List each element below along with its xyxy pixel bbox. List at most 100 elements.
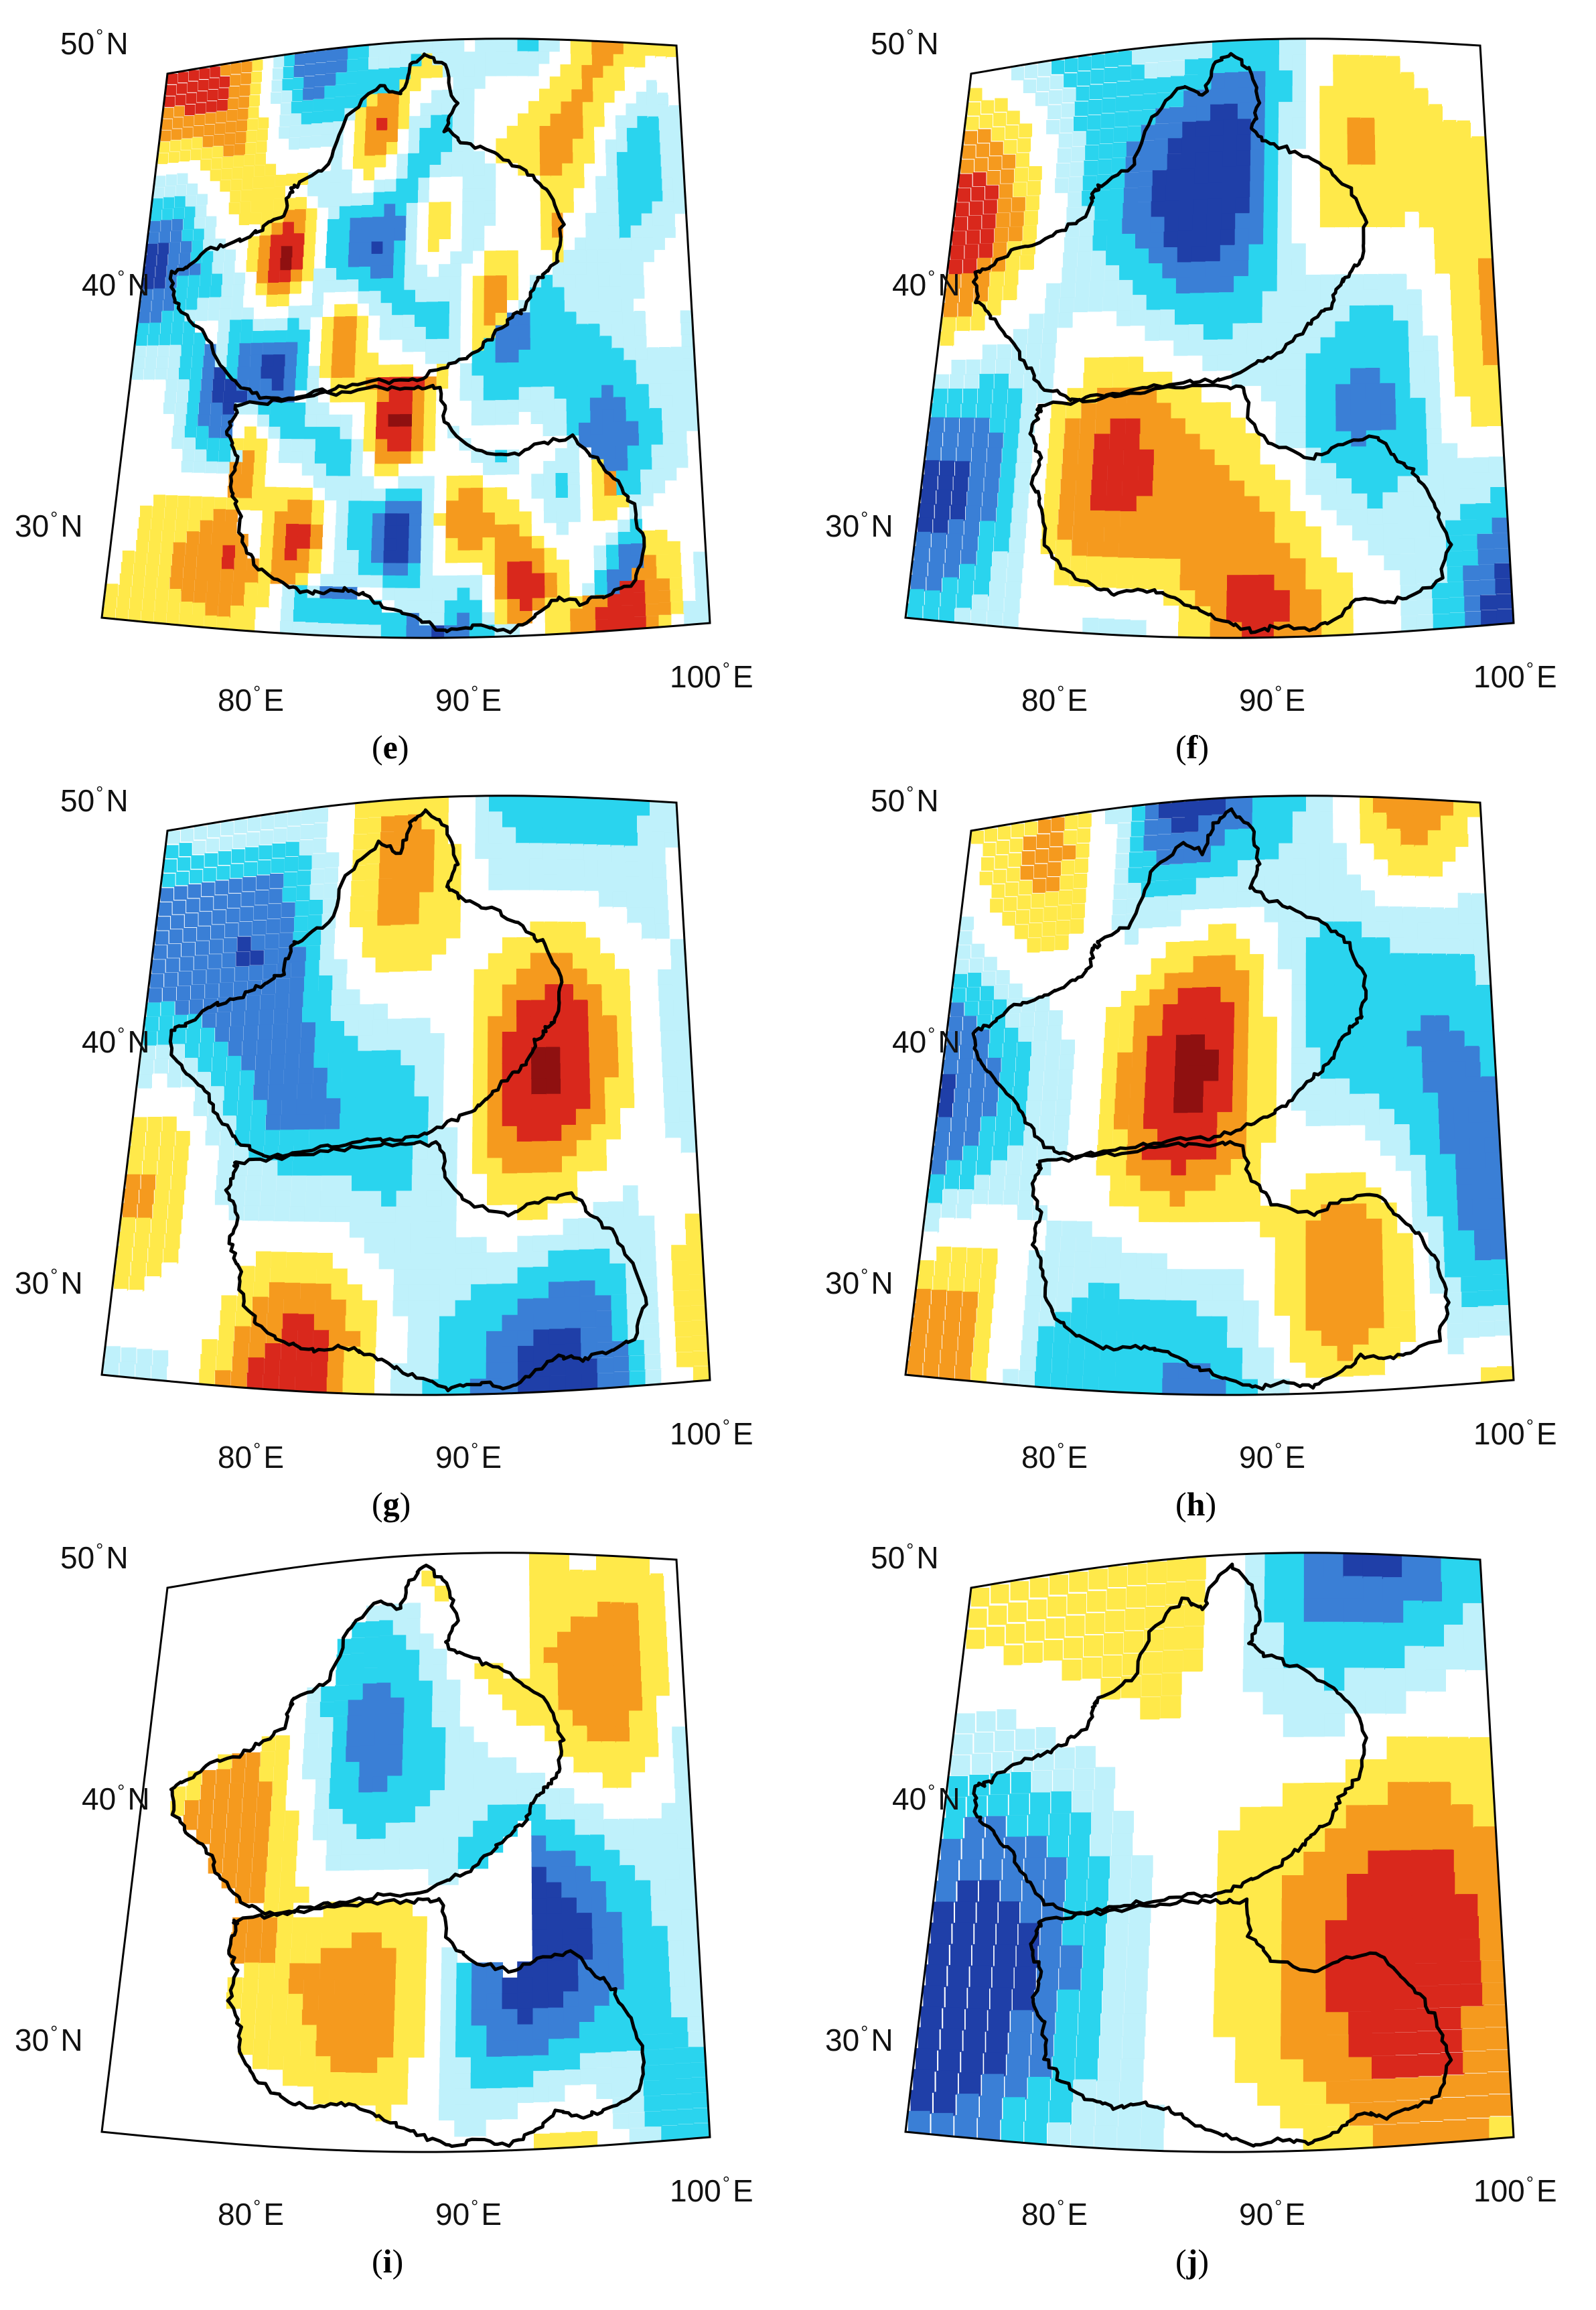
field-cell [502,937,518,954]
field-cell [422,41,433,54]
field-cell [1455,396,1473,413]
field-cell [518,125,530,139]
field-cell [659,129,672,143]
field-cell [297,548,310,563]
field-cell [1274,574,1291,591]
field-cell [961,549,976,566]
field-cell [1171,403,1187,419]
field-cell [234,966,249,981]
field-cell [975,272,990,287]
field-cell [283,1084,297,1100]
field-cell [473,201,486,214]
field-cell [1362,180,1378,197]
field-cell [359,1363,376,1380]
field-cell [376,426,388,440]
field-cell [1165,543,1181,560]
field-cell [242,178,253,190]
field-cell [1145,325,1160,342]
field-cell [470,513,484,526]
field-cell [117,492,129,506]
field-cell [463,88,476,103]
field-cell [399,439,412,453]
field-cell [990,141,1003,156]
field-cell [445,525,459,539]
field-cell [440,177,453,190]
field-cell [506,100,519,115]
field-cell [167,74,178,84]
field-cell [981,506,997,523]
field-cell [303,1221,319,1239]
field-cell [364,155,376,169]
field-cell [1021,583,1037,601]
field-cell [967,344,983,360]
field-cell [658,117,672,131]
field-cell [183,927,197,942]
field-cell [473,213,486,227]
field-cell [1428,474,1445,491]
field-cell [1291,353,1307,370]
field-cell [1066,403,1082,420]
field-cell [437,314,450,328]
field-cell [593,508,607,522]
field-cell [472,1111,488,1128]
field-cell [553,324,567,338]
field-cell [472,326,485,339]
field-cell [1336,509,1354,526]
field-cell [571,77,583,91]
field-cell [417,227,429,241]
field-cell [362,942,377,958]
field-cell [464,39,476,53]
field-cell [167,943,182,958]
field-cell [1291,306,1307,323]
field-cell [1205,261,1220,278]
field-cell [1321,588,1339,605]
field-cell [180,1087,195,1103]
field-cell [413,1143,429,1160]
field-cell [581,1374,599,1390]
field-cell [507,375,520,389]
field-cell [236,1311,252,1329]
field-cell [1277,306,1293,324]
field-cell [589,1077,606,1094]
field-cell [431,600,445,614]
field-cell [289,281,302,295]
field-cell [111,538,124,552]
field-cell [315,427,329,440]
field-cell [347,279,359,293]
field-cell [1094,433,1110,451]
field-cell [319,171,331,184]
field-cell [1439,350,1455,367]
field-cell [300,825,314,839]
field-cell [380,303,393,316]
field-cell [275,330,287,344]
field-cell [686,431,701,444]
field-cell [280,917,295,933]
field-cell [273,354,285,368]
field-cell [186,298,198,311]
field-cell [397,488,411,502]
field-cell [432,939,447,955]
field-cell [252,188,263,201]
field-cell [202,251,214,263]
field-cell [658,322,671,336]
field-cell [392,302,405,316]
field-cell [305,414,317,428]
field-cell [123,1333,138,1350]
field-cell [310,1113,325,1130]
field-cell [617,164,630,178]
field-cell [177,1116,192,1132]
field-cell [384,1112,400,1130]
field-cell [273,198,285,211]
field-cell [397,129,410,142]
field-cell [1064,237,1078,253]
field-cell [1352,525,1370,541]
field-cell [632,262,646,275]
field-cell [376,130,388,143]
field-cell [678,274,692,287]
field-cell [1306,86,1321,103]
field-cell [1346,39,1361,56]
field-cell [1098,159,1112,175]
field-cell [260,830,273,845]
field-cell [358,46,370,58]
field-cell [256,426,269,440]
